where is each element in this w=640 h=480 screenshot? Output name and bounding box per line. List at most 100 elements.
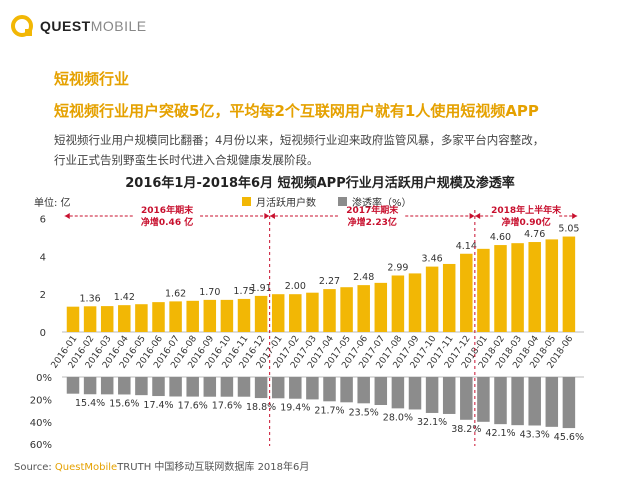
penetration-data-label: 42.1% [485, 428, 515, 439]
penetration-bar [323, 377, 336, 402]
description-line-2: 行业正式告别野蛮生长时代进入合规健康发展阶段。 [54, 153, 319, 167]
mau-bar [494, 245, 507, 332]
mau-data-label: 2.99 [387, 262, 408, 273]
mau-data-label: 4.60 [490, 232, 511, 243]
annotation-arrow-head [475, 213, 481, 219]
penetration-bar [357, 377, 370, 404]
mau-bar [545, 239, 559, 332]
legend-label-mau: 月活跃用户数 [256, 198, 316, 209]
mau-bar [306, 292, 319, 332]
mau-data-label: 1.91 [251, 283, 272, 294]
mau-bar [220, 299, 234, 332]
mau-bar [442, 263, 456, 332]
annotation-text: 净增0.46 亿 [141, 216, 193, 228]
penetration-bar [169, 377, 182, 397]
penetration-bar [408, 377, 422, 410]
legend-item-penetration: 渗透率（%） [338, 194, 412, 209]
annotation-text: 2017年期末 [346, 204, 399, 216]
penetration-bar [237, 377, 251, 397]
penetration-bar [340, 377, 353, 403]
mau-data-label: 4.76 [524, 229, 545, 240]
penetration-bar [203, 377, 217, 397]
penetration-data-label: 19.4% [280, 403, 310, 414]
mau-bar [562, 236, 576, 332]
y-tick-label: 2 [40, 290, 46, 301]
mau-bar [289, 294, 302, 332]
annotation-text: 2016年期末 [141, 204, 194, 216]
annotation-arrow-head [269, 213, 275, 219]
mau-data-label: 5.05 [558, 224, 579, 235]
penetration-data-label: 15.6% [109, 398, 139, 409]
penetration-data-label: 17.6% [212, 401, 242, 412]
logo-text-mobile: MOBILE [90, 18, 147, 34]
annotation-arrow-head [64, 213, 70, 219]
penetration-bar [391, 377, 405, 409]
annotation-arrow-head [469, 213, 475, 219]
penetration-bar [477, 377, 490, 422]
mau-data-label: 4.14 [456, 241, 477, 252]
penetration-bar [100, 377, 114, 395]
description: 短视频行业用户规模同比翻番；4月份以来，短视频行业迎来政府监管风暴，多家平台内容… [54, 130, 634, 170]
mau-bar [460, 253, 473, 332]
penetration-bar [135, 377, 148, 396]
legend-swatch-penetration [338, 197, 347, 206]
mau-bar [118, 305, 131, 332]
source-prefix: Source: [14, 462, 52, 473]
penetration-bar [289, 377, 302, 399]
mau-bar [237, 298, 251, 332]
penetration-data-label: 45.6% [554, 432, 584, 443]
mau-bar [528, 242, 541, 332]
section-title: 短视频行业 [54, 70, 130, 88]
mau-bar [169, 301, 182, 332]
penetration-bar [545, 377, 559, 427]
mau-bar [340, 287, 353, 332]
mau-bar [100, 306, 114, 332]
penetration-data-label: 17.4% [143, 400, 173, 411]
penetration-bar [271, 377, 285, 399]
penetration-bar [494, 377, 507, 425]
penetration-bar [374, 377, 388, 405]
penetration-data-label: 18.8% [246, 402, 276, 413]
mau-data-label: 2.48 [353, 272, 374, 283]
mau-data-label: 3.46 [422, 254, 443, 265]
y-axis-unit-label: 单位: 亿 [34, 198, 71, 209]
mau-data-label: 1.75 [233, 286, 254, 297]
penetration-bar [562, 377, 576, 429]
mau-bar [186, 300, 199, 332]
penetration-bar [220, 377, 234, 397]
penetration-bar [528, 377, 541, 426]
questmobile-logo: QUESTMOBILE [10, 14, 147, 38]
penetration-data-label: 15.4% [75, 398, 105, 409]
penetration-bar [66, 377, 80, 394]
penetration-bar [442, 377, 456, 414]
annotation-text: 净增0.90亿 [502, 216, 551, 228]
penetration-tick-label: 60% [30, 440, 52, 451]
mau-bar [408, 273, 422, 332]
annotation-text: 净增2.23亿 [348, 216, 397, 228]
logo-text: QUESTMOBILE [40, 18, 147, 34]
penetration-bar [254, 377, 268, 399]
penetration-data-label: 21.7% [314, 405, 344, 416]
headline: 短视频行业用户突破5亿，平均每2个互联网用户就有1人使用短视频APP [54, 102, 539, 120]
mau-data-label: 2.00 [285, 281, 306, 292]
mau-bar [271, 294, 285, 332]
mau-bar [357, 285, 370, 332]
mau-data-label: 1.42 [114, 292, 135, 303]
penetration-tick-label: 0% [36, 373, 52, 384]
chart-legend: 月活跃用户数 渗透率（%） [242, 194, 434, 209]
penetration-tick-label: 20% [30, 395, 52, 406]
mau-bar [152, 302, 165, 332]
annotation-arrow-head [572, 213, 578, 219]
y-tick-label: 6 [40, 215, 46, 226]
mau-bar [323, 289, 336, 332]
mau-data-label: 1.70 [199, 287, 220, 298]
mau-data-label: 2.27 [319, 276, 340, 287]
questmobile-logo-icon [11, 15, 33, 37]
penetration-data-label: 43.3% [520, 429, 550, 440]
penetration-bar [425, 377, 439, 413]
mau-bar [254, 295, 268, 332]
annotation-text: 2018年上半年末 [491, 204, 562, 216]
mau-bar [511, 243, 524, 332]
penetration-data-label: 32.1% [417, 417, 447, 428]
